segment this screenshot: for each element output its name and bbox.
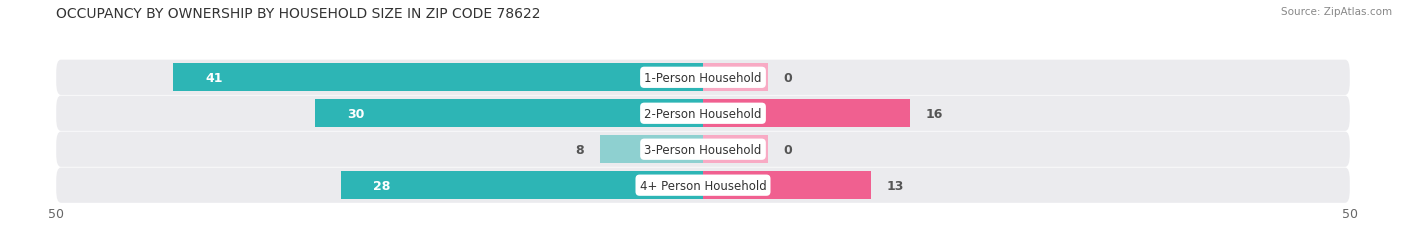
Bar: [599, 136, 703, 164]
Bar: [703, 100, 910, 128]
Text: 0: 0: [783, 143, 792, 156]
Text: 2-Person Household: 2-Person Household: [644, 107, 762, 120]
Text: 16: 16: [925, 107, 943, 120]
Bar: [340, 171, 703, 199]
Text: 0: 0: [783, 71, 792, 85]
Text: OCCUPANCY BY OWNERSHIP BY HOUSEHOLD SIZE IN ZIP CODE 78622: OCCUPANCY BY OWNERSHIP BY HOUSEHOLD SIZE…: [56, 7, 541, 21]
Bar: [703, 171, 872, 199]
Text: 28: 28: [373, 179, 391, 192]
Text: 1-Person Household: 1-Person Household: [644, 71, 762, 85]
Bar: [703, 64, 768, 92]
Text: 30: 30: [347, 107, 364, 120]
Text: 13: 13: [887, 179, 904, 192]
Text: 41: 41: [205, 71, 222, 85]
Bar: [703, 136, 768, 164]
Text: 3-Person Household: 3-Person Household: [644, 143, 762, 156]
FancyBboxPatch shape: [56, 168, 1350, 203]
Bar: [173, 64, 703, 92]
FancyBboxPatch shape: [56, 132, 1350, 167]
Bar: [315, 100, 703, 128]
Text: 8: 8: [575, 143, 583, 156]
Text: Source: ZipAtlas.com: Source: ZipAtlas.com: [1281, 7, 1392, 17]
FancyBboxPatch shape: [56, 61, 1350, 95]
FancyBboxPatch shape: [56, 96, 1350, 131]
Text: 4+ Person Household: 4+ Person Household: [640, 179, 766, 192]
